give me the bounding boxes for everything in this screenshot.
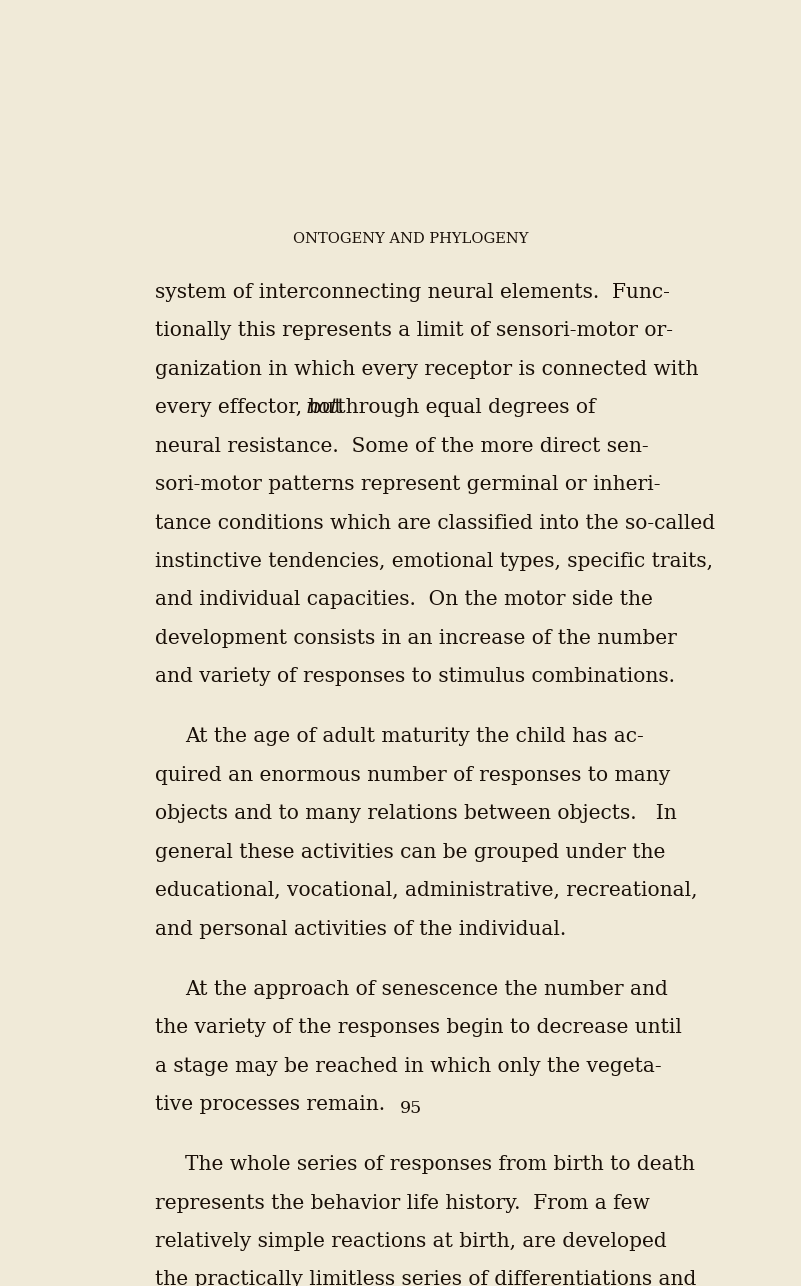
Text: ONTOGENY AND PHYLOGENY: ONTOGENY AND PHYLOGENY bbox=[292, 231, 529, 246]
Text: At the approach of senescence the number and: At the approach of senescence the number… bbox=[185, 980, 668, 999]
Text: tionally this represents a limit of sensori-motor or-: tionally this represents a limit of sens… bbox=[155, 322, 674, 341]
Text: not: not bbox=[306, 399, 339, 418]
Text: educational, vocational, administrative, recreational,: educational, vocational, administrative,… bbox=[155, 881, 698, 900]
Text: represents the behavior life history.  From a few: represents the behavior life history. Fr… bbox=[155, 1193, 650, 1213]
Text: neural resistance.  Some of the more direct sen-: neural resistance. Some of the more dire… bbox=[155, 437, 649, 455]
Text: ganization in which every receptor is connected with: ganization in which every receptor is co… bbox=[155, 360, 699, 379]
Text: general these activities can be grouped under the: general these activities can be grouped … bbox=[155, 842, 666, 862]
Text: the variety of the responses begin to decrease until: the variety of the responses begin to de… bbox=[155, 1019, 682, 1038]
Text: At the age of adult maturity the child has ac-: At the age of adult maturity the child h… bbox=[185, 728, 644, 746]
Text: system of interconnecting neural elements.  Func-: system of interconnecting neural element… bbox=[155, 283, 670, 302]
Text: the practically limitless series of differentiations and: the practically limitless series of diff… bbox=[155, 1271, 697, 1286]
Text: through equal degrees of: through equal degrees of bbox=[332, 399, 596, 418]
Text: tance conditions which are classified into the so-called: tance conditions which are classified in… bbox=[155, 513, 715, 532]
Text: and individual capacities.  On the motor side the: and individual capacities. On the motor … bbox=[155, 590, 654, 610]
Text: relatively simple reactions at birth, are developed: relatively simple reactions at birth, ar… bbox=[155, 1232, 667, 1251]
Text: every effector, but: every effector, but bbox=[155, 399, 349, 418]
Text: and variety of responses to stimulus combinations.: and variety of responses to stimulus com… bbox=[155, 667, 675, 687]
Text: objects and to many relations between objects.   In: objects and to many relations between ob… bbox=[155, 804, 677, 823]
Text: and personal activities of the individual.: and personal activities of the individua… bbox=[155, 919, 566, 939]
Text: instinctive tendencies, emotional types, specific traits,: instinctive tendencies, emotional types,… bbox=[155, 552, 714, 571]
Text: 95: 95 bbox=[400, 1100, 421, 1116]
Text: quired an enormous number of responses to many: quired an enormous number of responses t… bbox=[155, 766, 670, 784]
Text: a stage may be reached in which only the vegeta-: a stage may be reached in which only the… bbox=[155, 1057, 662, 1075]
Text: sori-motor patterns represent germinal or inheri-: sori-motor patterns represent germinal o… bbox=[155, 475, 661, 494]
Text: tive processes remain.: tive processes remain. bbox=[155, 1094, 385, 1114]
Text: development consists in an increase of the number: development consists in an increase of t… bbox=[155, 629, 678, 648]
Text: The whole series of responses from birth to death: The whole series of responses from birth… bbox=[185, 1155, 695, 1174]
